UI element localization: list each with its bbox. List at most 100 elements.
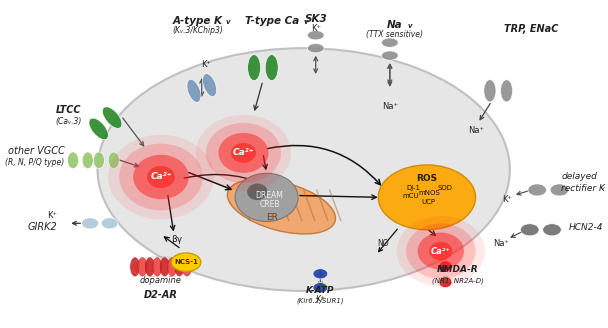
- Text: rectifier K: rectifier K: [561, 184, 605, 193]
- Text: mCU: mCU: [403, 193, 420, 198]
- Text: Na: Na: [387, 20, 402, 30]
- Ellipse shape: [108, 135, 214, 219]
- Ellipse shape: [102, 107, 122, 128]
- Ellipse shape: [202, 74, 216, 97]
- Ellipse shape: [247, 55, 261, 81]
- Text: Na⁺: Na⁺: [468, 126, 484, 135]
- Ellipse shape: [81, 218, 98, 229]
- Text: (TTX sensitive): (TTX sensitive): [366, 30, 423, 39]
- Text: HCN2-4: HCN2-4: [568, 222, 603, 232]
- Ellipse shape: [308, 44, 324, 53]
- Text: NCS-1: NCS-1: [174, 259, 198, 265]
- Ellipse shape: [138, 257, 147, 276]
- Ellipse shape: [130, 257, 140, 276]
- Text: βγ: βγ: [171, 236, 182, 244]
- Ellipse shape: [196, 115, 291, 191]
- Ellipse shape: [153, 257, 162, 276]
- Ellipse shape: [381, 51, 398, 60]
- Ellipse shape: [182, 257, 192, 276]
- Ellipse shape: [160, 257, 169, 276]
- Ellipse shape: [520, 224, 539, 236]
- Ellipse shape: [187, 79, 201, 102]
- Ellipse shape: [82, 152, 94, 169]
- Ellipse shape: [308, 31, 324, 40]
- Text: mNOS: mNOS: [418, 190, 440, 196]
- Text: Ca²⁺: Ca²⁺: [431, 247, 451, 256]
- Text: TRP, ENaC: TRP, ENaC: [505, 24, 559, 34]
- Text: K⁺: K⁺: [47, 211, 57, 220]
- Text: NMDA-R: NMDA-R: [437, 265, 478, 274]
- Text: DJ-1: DJ-1: [406, 185, 420, 191]
- Ellipse shape: [381, 38, 398, 47]
- Ellipse shape: [313, 283, 328, 293]
- Ellipse shape: [227, 179, 336, 234]
- Ellipse shape: [171, 253, 201, 272]
- Text: K⁺: K⁺: [316, 295, 325, 304]
- Text: v: v: [226, 19, 230, 26]
- Text: SOD: SOD: [438, 185, 453, 191]
- Text: v: v: [407, 23, 412, 29]
- Text: Na⁺: Na⁺: [382, 102, 398, 111]
- Ellipse shape: [108, 152, 119, 169]
- Ellipse shape: [97, 48, 510, 291]
- Ellipse shape: [500, 80, 513, 102]
- Text: K-ATP: K-ATP: [306, 285, 334, 295]
- Text: ROS: ROS: [416, 174, 438, 183]
- Text: Na⁺: Na⁺: [438, 265, 453, 274]
- Text: K⁺: K⁺: [503, 195, 513, 204]
- Ellipse shape: [528, 184, 547, 196]
- Ellipse shape: [101, 218, 118, 229]
- Text: NO: NO: [378, 239, 389, 248]
- Text: v: v: [303, 19, 308, 26]
- Ellipse shape: [378, 165, 475, 230]
- Ellipse shape: [167, 257, 177, 276]
- Ellipse shape: [206, 123, 281, 183]
- Text: (Caᵥ.3): (Caᵥ.3): [55, 117, 81, 126]
- Ellipse shape: [94, 152, 105, 169]
- Ellipse shape: [133, 155, 188, 199]
- Text: T-type Ca: T-type Ca: [245, 16, 299, 26]
- Ellipse shape: [313, 269, 328, 279]
- Text: Na⁺: Na⁺: [493, 239, 509, 248]
- Ellipse shape: [484, 80, 496, 102]
- Text: v: v: [600, 186, 604, 191]
- Ellipse shape: [235, 173, 298, 221]
- Text: GIRK2: GIRK2: [27, 222, 57, 232]
- Ellipse shape: [231, 143, 256, 163]
- Text: D2-AR: D2-AR: [144, 290, 178, 300]
- Text: (R, N, P/Q type): (R, N, P/Q type): [5, 158, 64, 167]
- Text: K⁺: K⁺: [201, 60, 212, 69]
- Text: Ca²⁺: Ca²⁺: [233, 148, 254, 157]
- Text: dopamine: dopamine: [140, 276, 182, 285]
- Ellipse shape: [439, 261, 452, 272]
- Ellipse shape: [89, 118, 108, 140]
- Ellipse shape: [247, 183, 268, 200]
- Text: ER: ER: [266, 213, 278, 222]
- Text: Ca²⁺: Ca²⁺: [150, 173, 171, 181]
- Ellipse shape: [119, 144, 202, 210]
- Text: delayed: delayed: [561, 173, 597, 181]
- Text: other VGCC: other VGCC: [8, 146, 64, 156]
- Ellipse shape: [265, 55, 278, 81]
- Ellipse shape: [406, 223, 475, 279]
- Text: SK3: SK3: [305, 14, 327, 25]
- Ellipse shape: [397, 216, 485, 286]
- Text: UCP: UCP: [422, 199, 436, 205]
- Ellipse shape: [218, 133, 269, 173]
- Ellipse shape: [543, 224, 561, 236]
- Text: (Kir6.2/SUR1): (Kir6.2/SUR1): [297, 298, 344, 304]
- Text: K⁺: K⁺: [311, 24, 320, 33]
- Text: CREB: CREB: [259, 200, 280, 209]
- Ellipse shape: [147, 166, 175, 188]
- Text: (NR1, NR2A-D): (NR1, NR2A-D): [432, 277, 483, 284]
- Text: DREAM: DREAM: [255, 191, 283, 200]
- Ellipse shape: [439, 277, 452, 288]
- Text: A-type K: A-type K: [173, 16, 223, 26]
- Ellipse shape: [429, 242, 452, 260]
- Ellipse shape: [67, 152, 78, 169]
- Ellipse shape: [145, 257, 154, 276]
- Ellipse shape: [175, 257, 184, 276]
- Ellipse shape: [418, 233, 464, 270]
- Text: LTCC: LTCC: [56, 105, 81, 115]
- Ellipse shape: [550, 184, 568, 196]
